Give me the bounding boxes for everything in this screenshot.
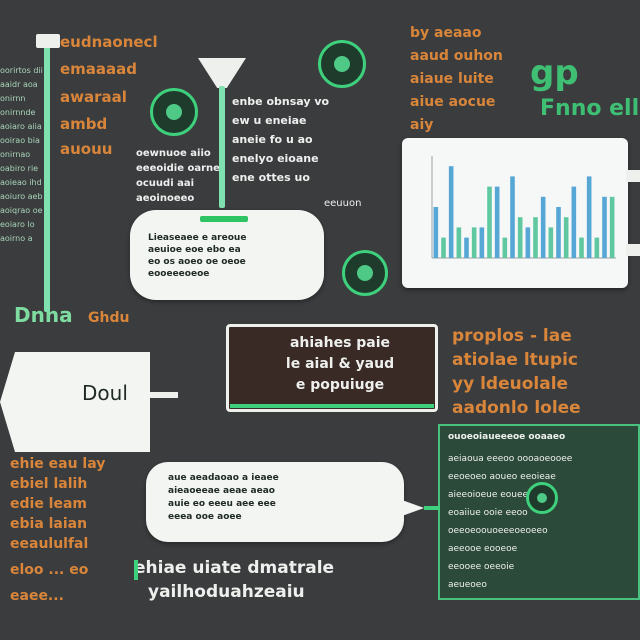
chart-bar: [433, 207, 439, 258]
chart-bar: [525, 227, 531, 258]
chart-bar: [479, 227, 485, 258]
chart-bar: [456, 227, 462, 258]
chart-bar: [471, 227, 477, 258]
card-2-link: [424, 506, 440, 510]
chart-bar: [602, 196, 607, 258]
chart-bar: [548, 227, 554, 258]
chart-bar: [448, 166, 454, 258]
dark-box-text: ahiahes paie le aial & yaud e popuiuge: [285, 335, 395, 393]
left-small-list: oorirtos dii aaidr aoa onirnn onirnnde a…: [0, 66, 43, 243]
top-right-text: by aeaao aaud ouhon aiaue luite aiue aoc…: [410, 25, 503, 133]
chart-bar: [441, 237, 446, 258]
logo-text: gp: [530, 53, 579, 93]
y-stem-bar: [219, 86, 225, 208]
green-info-panel: ouoeoiaueeeoe ooaaeo aeiaoua eeeoo oooao…: [438, 424, 640, 600]
chart-bar: [609, 196, 615, 258]
bottom-left-text: ehie eau lay ebiel lalih edie leam ebia …: [10, 456, 106, 604]
left-bottom-note: Ghdu: [88, 310, 130, 326]
chart-bar: [594, 237, 600, 258]
left-middle-text: oewnuoe aiio eeeoidie oarne ocuudi aai a…: [136, 148, 220, 204]
chart-bar: [510, 176, 515, 258]
banner-label: Doul: [82, 381, 128, 405]
bar-chart-card: [402, 138, 628, 288]
chart-bar: [533, 217, 538, 258]
chart-bar: [502, 237, 508, 258]
chart-bar: [571, 186, 577, 258]
green-panel-header: ouoeoiaueeeoe ooaaeo: [448, 432, 566, 442]
left-heading: eudnaonecl emaaaad awaraal ambd auouu: [60, 33, 158, 158]
chart-side-tab-2: [626, 244, 640, 256]
banner-connector: [150, 392, 178, 398]
bottom-text: ehiae uiate dmatrale yailhoduahzeaiu: [134, 558, 335, 602]
card-1-text: Lieaseaee e areoue aeuioe eoe ebo ea eo …: [148, 233, 247, 279]
top-middle-footer: eeuuon: [324, 198, 362, 209]
swirl-icon: [342, 250, 388, 296]
card-2-pointer: [402, 500, 424, 516]
chart-bar: [556, 207, 561, 258]
chart-side-tab: [626, 170, 640, 182]
globe-icon: [318, 40, 366, 88]
chart-bar: [494, 186, 500, 258]
chart-bar: [517, 217, 523, 258]
logo-subtext: Fnno ell: [540, 96, 640, 121]
card-accent-bar: [200, 216, 248, 222]
dark-box-underline: [230, 404, 434, 408]
chart-bar: [563, 217, 569, 258]
chart-bar: [586, 176, 592, 258]
left-divider-cap: [36, 34, 60, 48]
card-2-text: aue aeadaoao a ieaee aieaoeeae aeae aeao…: [168, 473, 279, 522]
chart-bar: [464, 237, 469, 258]
banner-arrow: [0, 352, 150, 452]
y-stem-top: [198, 58, 246, 88]
bottom-text-accent: [134, 560, 138, 580]
right-middle-text: proplos - lae atiolae ltupic yy ldeuolal…: [452, 326, 581, 418]
info-card-1: Lieaseaee e areoue aeuioe eoe ebo ea eo …: [130, 210, 324, 300]
chart-bar: [540, 196, 546, 258]
top-middle-text: enbe obnsay vo ew u eneiae aneie fo u ao…: [232, 95, 330, 184]
left-divider-stem: [44, 42, 50, 312]
target-icon: [150, 88, 198, 136]
left-bottom-label: Dnna: [14, 303, 73, 327]
chart-bar: [487, 186, 492, 258]
info-card-2: aue aeadaoao a ieaee aieaoeeae aeae aeao…: [146, 462, 404, 542]
green-panel-text: aeiaoua eeeoo oooaoeooee eeoeoeo aoueo e…: [448, 454, 573, 590]
dark-quote-box: ahiahes paie le aial & yaud e popuiuge: [226, 324, 438, 412]
bar-chart: [431, 156, 616, 259]
chart-bar: [579, 237, 584, 258]
panel-circle-icon: [526, 482, 558, 514]
